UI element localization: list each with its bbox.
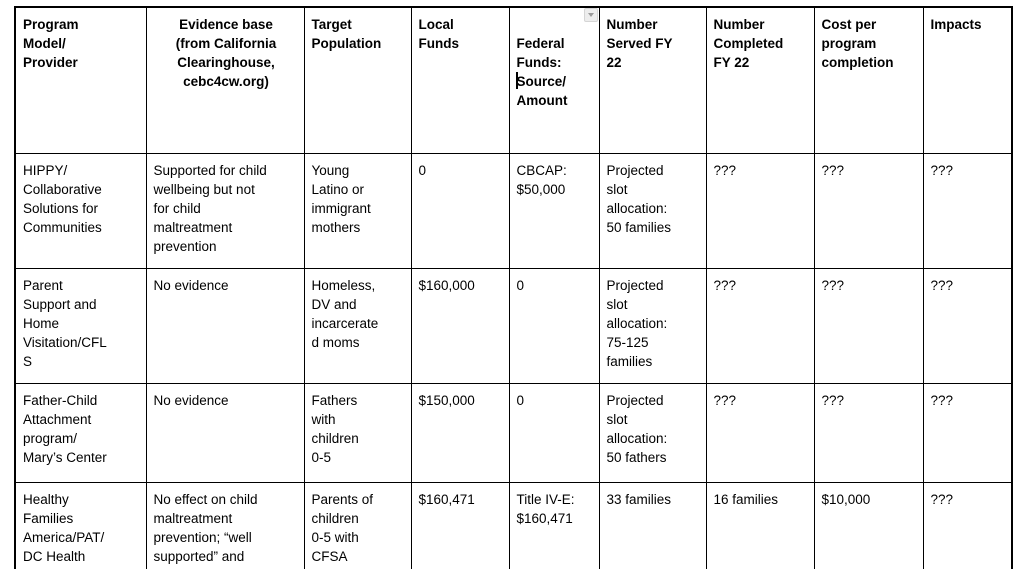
cell-local-funds[interactable]: $160,471 [410,482,510,569]
cell-program[interactable]: Parent Support and Home Visitation/CFL S [14,268,147,384]
cell-program[interactable]: Father-Child Attachment program/ Mary’s … [14,383,147,483]
cell-number-served[interactable]: Projected slot allocation: 50 fathers [598,383,707,483]
cell-number-completed[interactable]: ??? [705,153,815,269]
cell-cost-per-completion[interactable]: $10,000 [813,482,924,569]
header-cell-number-served[interactable]: Number Served FY 22 [598,6,707,154]
cell-population[interactable]: Fathers with children 0-5 [303,383,412,483]
cell-population[interactable]: Young Latino or immigrant mothers [303,153,412,269]
cell-number-served[interactable]: Projected slot allocation: 50 families [598,153,707,269]
table-row-healthy-families: Healthy Families America/PAT/ DC Health … [14,482,1013,569]
chevron-down-icon [587,13,594,17]
cell-federal-funds[interactable]: CBCAP: $50,000 [508,153,600,269]
header-row: Program Model/ Provider Evidence base (f… [14,6,1013,154]
table-row-father-child: Father-Child Attachment program/ Mary’s … [14,383,1013,483]
cell-impacts[interactable]: ??? [922,268,1013,384]
text-cursor [515,72,518,89]
cell-cost-per-completion[interactable]: ??? [813,383,924,483]
header-cell-number-completed[interactable]: Number Completed FY 22 [705,6,815,154]
program-funding-table: Program Model/ Provider Evidence base (f… [14,6,1013,569]
cell-federal-funds[interactable]: Title IV-E: $160,471 [508,482,600,569]
cell-impacts[interactable]: ??? [922,383,1013,483]
cell-local-funds[interactable]: $160,000 [410,268,510,384]
cell-evidence[interactable]: No effect on child maltreatment preventi… [145,482,305,569]
cell-number-served[interactable]: 33 families [598,482,707,569]
cell-federal-funds[interactable]: 0 [508,268,600,384]
cell-impacts[interactable]: ??? [922,482,1013,569]
cell-impacts[interactable]: ??? [922,153,1013,269]
header-cell-cost-per-completion[interactable]: Cost per program completion [813,6,924,154]
cell-population[interactable]: Parents of children 0-5 with CFSA cases [303,482,412,569]
table-row-parent-support: Parent Support and Home Visitation/CFL S… [14,268,1013,384]
header-cell-local-funds[interactable]: Local Funds [410,6,510,154]
cell-number-served[interactable]: Projected slot allocation: 75-125 famili… [598,268,707,384]
cell-local-funds[interactable]: 0 [410,153,510,269]
header-cell-impacts[interactable]: Impacts [922,6,1013,154]
cell-program[interactable]: HIPPY/ Collaborative Solutions for Commu… [14,153,147,269]
cell-evidence[interactable]: Supported for child wellbeing but not fo… [145,153,305,269]
table-row-hippy: HIPPY/ Collaborative Solutions for Commu… [14,153,1013,269]
cell-local-funds[interactable]: $150,000 [410,383,510,483]
header-cell-program-model-provider[interactable]: Program Model/ Provider [14,6,147,154]
cell-population[interactable]: Homeless, DV and incarcerate d moms [303,268,412,384]
dropdown-button[interactable] [583,8,598,22]
cell-federal-funds[interactable]: 0 [508,383,600,483]
cell-program[interactable]: Healthy Families America/PAT/ DC Health … [14,482,147,569]
cell-cost-per-completion[interactable]: ??? [813,153,924,269]
cell-cost-per-completion[interactable]: ??? [813,268,924,384]
header-cell-federal-funds-label: Federal Funds: Source/ Amount [516,36,568,108]
header-cell-federal-funds[interactable]: Federal Funds: Source/ Amount [508,6,600,154]
cell-number-completed[interactable]: ??? [705,268,815,384]
header-cell-evidence-base[interactable]: Evidence base (from California Clearingh… [145,6,305,154]
header-cell-target-population[interactable]: Target Population [303,6,412,154]
cell-evidence[interactable]: No evidence [145,268,305,384]
cell-number-completed[interactable]: 16 families [705,482,815,569]
cell-number-completed[interactable]: ??? [705,383,815,483]
cell-evidence[interactable]: No evidence [145,383,305,483]
